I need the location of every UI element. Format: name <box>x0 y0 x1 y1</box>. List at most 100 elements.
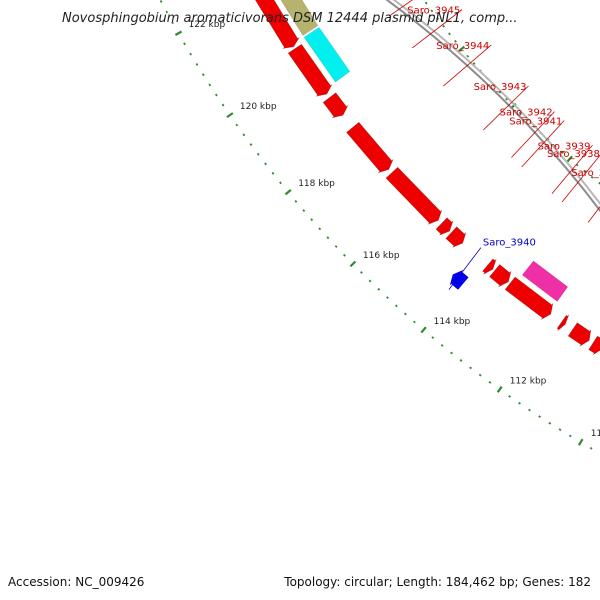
gene-Saro_3944[interactable] <box>346 121 394 173</box>
gene-Saro_3937[interactable] <box>504 276 554 320</box>
label-layer: Saro_3947Saro_3946Saro_3945Saro_3944Saro… <box>407 6 600 249</box>
minor-tick <box>548 421 552 425</box>
gene-Saro_3945[interactable] <box>322 92 349 118</box>
minor-tick <box>302 209 306 213</box>
feature-track-layer <box>280 0 569 302</box>
minor-tick <box>590 175 594 179</box>
minor-tick <box>538 415 542 419</box>
gene-Saro_3943[interactable] <box>385 166 443 225</box>
minor-tick <box>279 181 282 185</box>
tick-label: 116 kbp <box>363 251 400 261</box>
minor-tick <box>488 380 492 384</box>
minor-tick <box>249 143 253 146</box>
minor-tick <box>583 169 587 173</box>
minor-tick <box>518 401 521 405</box>
gene-label[interactable]: Saro_3943 <box>474 82 527 93</box>
minor-tick <box>528 408 531 412</box>
tick-label: 118 kbp <box>298 179 335 189</box>
gene-label[interactable]: Saro_3945 <box>407 6 460 17</box>
label-leader <box>511 111 555 158</box>
gene-label[interactable]: Saro_3937 <box>571 168 600 179</box>
tick-label: 110 kbp <box>591 429 600 439</box>
minor-tick <box>386 296 389 300</box>
gene-label[interactable]: Saro_3940 <box>483 238 536 249</box>
accession-text: Accession: NC_009426 <box>8 575 144 589</box>
label-leader <box>388 0 413 17</box>
gene-label[interactable]: Saro_3938 <box>547 149 600 160</box>
minor-tick <box>472 62 476 66</box>
minor-tick <box>334 245 338 248</box>
minor-tick <box>440 344 444 347</box>
minor-tick <box>256 152 260 156</box>
gene-Saro_3935[interactable] <box>567 322 592 347</box>
minor-tick <box>459 359 463 362</box>
tick-label: 122 kbp <box>189 20 226 30</box>
gene-Saro_3947[interactable] <box>252 0 300 49</box>
minor-tick <box>466 54 470 58</box>
gene-Saro_3934[interactable] <box>588 335 600 356</box>
gene-Saro_3939[interactable] <box>482 258 497 275</box>
gene-Saro_3946[interactable] <box>287 43 333 97</box>
gene-label[interactable]: Saro_3942 <box>500 108 553 119</box>
gene-Saro_3938[interactable] <box>489 264 512 288</box>
minor-tick <box>448 32 451 36</box>
gene-label[interactable]: Saro_3944 <box>436 41 489 52</box>
minor-tick <box>413 320 416 324</box>
minor-tick <box>165 10 169 14</box>
minor-tick <box>189 52 192 56</box>
minor-tick <box>424 1 428 5</box>
major-tick <box>566 155 573 163</box>
minor-tick <box>208 83 212 87</box>
minor-tick <box>201 73 205 77</box>
minor-tick <box>360 271 363 274</box>
major-tick <box>349 260 357 268</box>
gene-Saro_3936[interactable] <box>556 314 570 332</box>
minor-tick <box>310 218 314 222</box>
minor-tick <box>558 428 562 432</box>
label-leader <box>412 9 463 49</box>
minor-tick <box>454 39 457 43</box>
backbone-inner-line <box>392 0 600 206</box>
minor-tick <box>343 253 346 257</box>
major-tick <box>577 438 584 446</box>
magenta-feature-1 <box>521 260 569 302</box>
backbone-outer-line <box>385 0 600 213</box>
gene-Saro_3942[interactable] <box>435 217 454 236</box>
label-leader <box>448 247 482 290</box>
minor-tick <box>589 446 593 450</box>
minor-tick <box>436 17 440 20</box>
minor-tick <box>183 42 186 46</box>
minor-tick <box>215 93 218 97</box>
gene-label[interactable]: Saro_3939 <box>538 141 591 152</box>
minor-tick <box>518 111 522 115</box>
minor-tick <box>450 351 453 355</box>
label-leader <box>521 120 565 168</box>
major-tick <box>284 189 292 196</box>
minor-tick <box>221 103 225 107</box>
minor-tick <box>403 312 407 316</box>
minor-tick <box>561 151 564 154</box>
tick-label: 112 kbp <box>510 376 547 386</box>
major-tick <box>496 385 503 393</box>
minor-tick <box>568 434 572 438</box>
gene-label[interactable]: Saro_3941 <box>509 117 562 128</box>
major-tick <box>174 30 183 36</box>
minor-tick <box>442 24 445 28</box>
major-tick <box>226 112 234 119</box>
minor-tick <box>195 63 199 66</box>
minor-tick <box>394 304 398 308</box>
minor-tick <box>478 373 482 377</box>
minor-tick <box>505 97 508 101</box>
minor-tick <box>242 133 246 137</box>
minor-tick <box>431 336 435 340</box>
gene-Saro_3941[interactable] <box>445 226 467 248</box>
gene-Saro_3940[interactable] <box>449 269 469 291</box>
minor-tick <box>159 0 163 3</box>
map-title: Novosphingobium aromaticivorans DSM 1244… <box>62 11 518 26</box>
label-leader <box>587 206 600 223</box>
label-leader <box>561 154 600 203</box>
minor-tick <box>235 123 239 127</box>
minor-tick <box>294 200 298 203</box>
minor-tick <box>368 279 372 283</box>
minor-tick <box>264 162 267 166</box>
